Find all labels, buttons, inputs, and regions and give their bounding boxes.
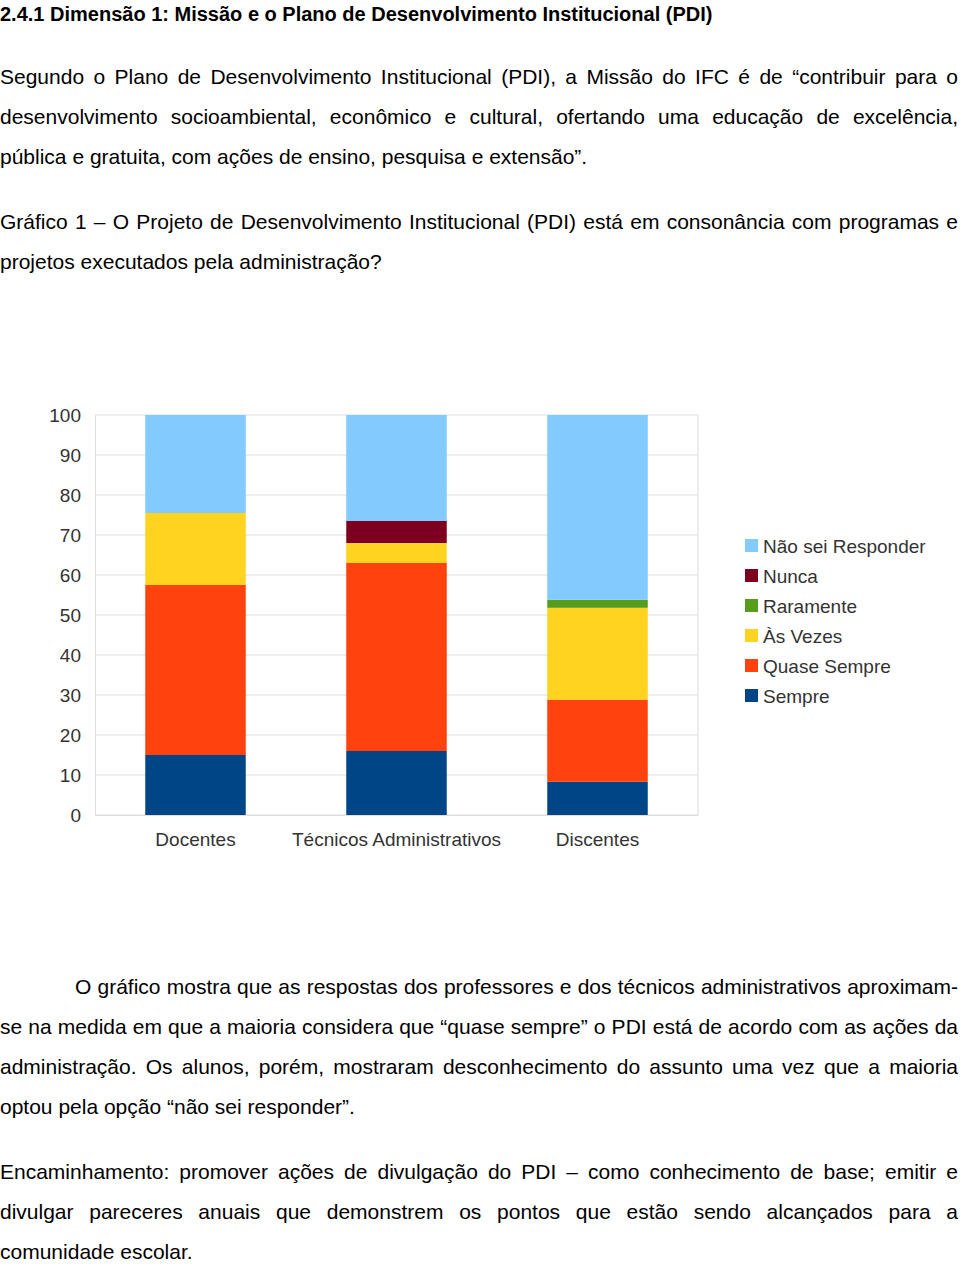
y-tick: 40 — [60, 645, 95, 666]
y-tick: 80 — [60, 485, 95, 506]
y-tick-label: 70 — [60, 525, 81, 546]
heading: 2.4.1 Dimensão 1: Missão e o Plano de De… — [0, 0, 958, 28]
legend-swatch — [745, 569, 758, 582]
legend-label: Quase Sempre — [763, 656, 891, 677]
y-axis: 0 10 20 30 40 50 60 70 80 90 100 — [49, 405, 95, 826]
y-tick: 50 — [60, 605, 95, 626]
bar-segment — [547, 600, 648, 608]
plot-frame — [698, 415, 699, 815]
bar-segment — [346, 415, 447, 521]
y-tick-label: 90 — [60, 445, 81, 466]
legend-swatch — [745, 629, 758, 642]
y-tick-label: 60 — [60, 565, 81, 586]
y-tick: 30 — [60, 685, 95, 706]
bar-segment — [145, 513, 246, 585]
y-tick: 20 — [60, 725, 95, 746]
x-axis: Docentes Técnicos Administrativos Discente… — [96, 815, 699, 850]
bar-segment — [547, 415, 648, 600]
x-tick: Técnicos Administrativos — [292, 815, 501, 850]
bar-segment — [346, 563, 447, 751]
intro: Segundo o Plano de Desenvolvimento Insti… — [0, 57, 958, 177]
x-tick-label: Docentes — [155, 829, 235, 850]
bar-segment — [547, 782, 648, 815]
y-tick-label: 20 — [60, 725, 81, 746]
legend-swatch — [745, 659, 758, 672]
bar-segment — [145, 585, 246, 755]
legend: Não sei Responder Nunca Raramente Às Vezes Q… — [745, 536, 926, 707]
y-tick-label: 30 — [60, 685, 81, 706]
bars — [145, 415, 648, 815]
legend-label: Às Vezes — [763, 626, 842, 647]
bar-segment — [145, 415, 246, 513]
x-tick-label: Discentes — [556, 829, 639, 850]
chart: 0 10 20 30 40 50 60 70 80 90 100 Docentes Técnicos A… — [0, 380, 960, 880]
y-tick: 0 — [70, 805, 95, 826]
bar-segment — [346, 543, 447, 563]
y-tick: 100 — [49, 405, 95, 426]
y-tick-label: 100 — [49, 405, 81, 426]
bar-segment — [346, 521, 447, 543]
x-tick: Discentes — [556, 815, 639, 850]
legend-swatch — [745, 539, 758, 552]
bar-segment — [547, 608, 648, 700]
legend-swatch — [745, 689, 758, 702]
y-tick-label: 10 — [60, 765, 81, 786]
y-axis-line — [95, 416, 96, 816]
x-axis-line — [96, 815, 699, 816]
legend-label: Sempre — [763, 686, 830, 707]
y-tick-label: 0 — [70, 805, 81, 826]
bar-segment — [145, 755, 246, 815]
bar-segment — [346, 751, 447, 815]
y-tick: 60 — [60, 565, 95, 586]
y-tick: 90 — [60, 445, 95, 466]
bar-segment — [547, 700, 648, 782]
y-tick-label: 80 — [60, 485, 81, 506]
grid — [95, 415, 698, 815]
y-tick-label: 40 — [60, 645, 81, 666]
x-tick: Docentes — [155, 815, 235, 850]
legend-label: Não sei Responder — [763, 536, 926, 557]
recommendation: Encaminhamento: promover ações de divulg… — [0, 1152, 958, 1268]
y-tick: 10 — [60, 765, 95, 786]
x-tick-label: Técnicos Administrativos — [292, 829, 501, 850]
legend-label: Nunca — [763, 566, 818, 587]
legend-label: Raramente — [763, 596, 857, 617]
y-tick: 70 — [60, 525, 95, 546]
legend-swatch — [745, 599, 758, 612]
y-tick-label: 50 — [60, 605, 81, 626]
analysis: O gráfico mostra que as respostas dos pr… — [0, 967, 958, 1127]
caption: Gráfico 1 – O Projeto de Desenvolvimento… — [0, 202, 958, 282]
